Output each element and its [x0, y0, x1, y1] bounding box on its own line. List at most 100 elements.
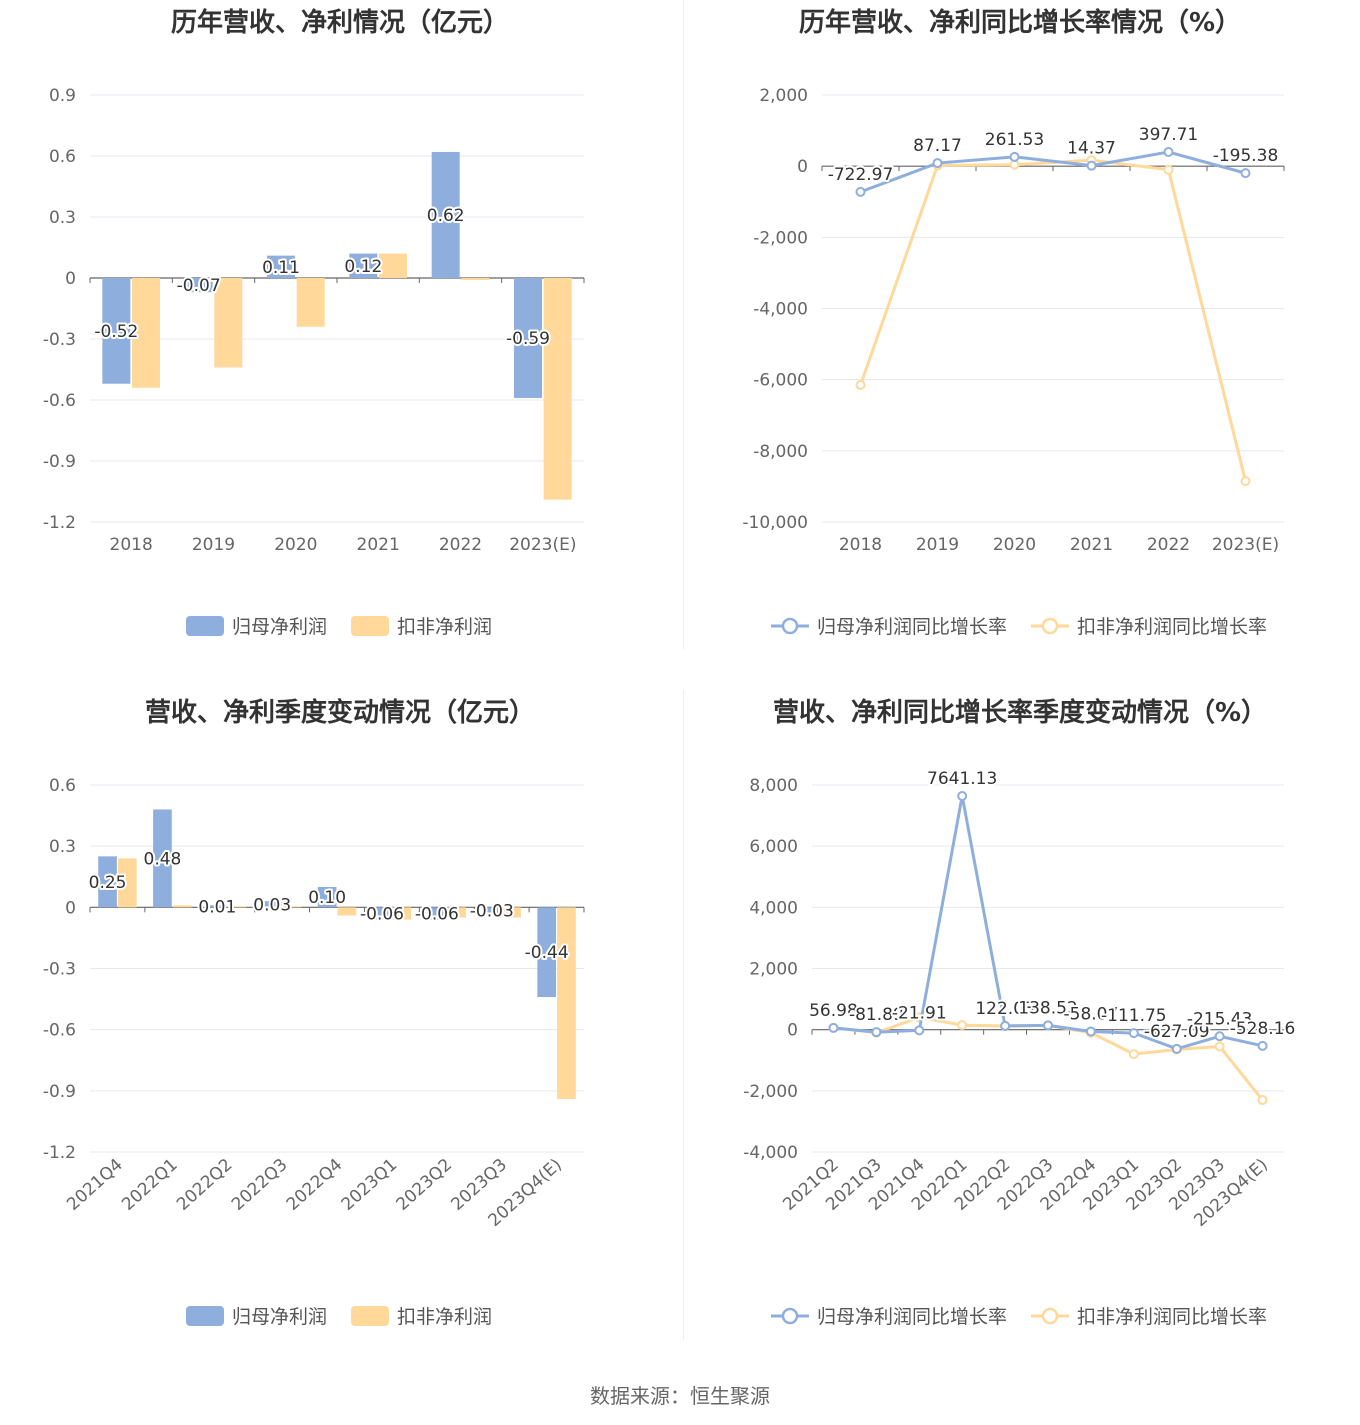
- bar: [296, 278, 325, 327]
- data-point: [1171, 1043, 1182, 1054]
- data-label: 397.71: [1139, 125, 1198, 145]
- data-label: 122.03: [975, 999, 1034, 1019]
- data-point: [1214, 1041, 1225, 1052]
- legend-item: 扣非净利润: [351, 1306, 492, 1328]
- x-tick-label: 2023Q2: [393, 1155, 457, 1215]
- data-label: 0.03: [253, 895, 291, 915]
- bar: [427, 907, 447, 920]
- data-point: [914, 1025, 925, 1036]
- data-label: -0.44: [525, 943, 569, 963]
- legend-label: 扣非净利润: [397, 1306, 492, 1328]
- data-point: [957, 1020, 968, 1031]
- legend-swatch: [351, 616, 389, 636]
- bar: [392, 907, 412, 920]
- data-label: 56.98: [809, 1001, 858, 1021]
- y-tick-label: -0.9: [43, 1082, 76, 1102]
- data-point: [855, 380, 866, 391]
- data-point: [1009, 151, 1020, 162]
- data-label: -0.06: [360, 904, 404, 924]
- bar: [102, 278, 131, 384]
- data-label: 0.10: [308, 888, 346, 908]
- legend-marker: [1041, 1307, 1059, 1325]
- legend-marker: [781, 617, 799, 635]
- data-label: -21.91: [892, 1003, 947, 1023]
- chart-title: 历年营收、净利情况（亿元）: [170, 8, 509, 38]
- x-tick-label: 2022Q2: [173, 1155, 237, 1215]
- legend-item: 归母净利润: [186, 616, 327, 638]
- data-point: [1009, 159, 1020, 170]
- y-tick-label: -0.6: [43, 1021, 76, 1041]
- data-point: [1128, 1049, 1139, 1060]
- x-tick-label: 2023(E): [1212, 535, 1279, 555]
- legend-marker: [1041, 617, 1059, 635]
- data-label: -0.06: [415, 904, 459, 924]
- legend-item: 扣非净利润: [351, 616, 492, 638]
- y-tick-label: -0.3: [43, 330, 76, 350]
- bar: [117, 858, 137, 908]
- data-label: -722.97: [828, 165, 894, 185]
- x-tick-label: 2022: [1147, 535, 1190, 555]
- bar: [372, 907, 392, 920]
- bar: [482, 907, 502, 914]
- y-tick-label: 0.6: [49, 776, 76, 796]
- data-label: -0.59: [506, 329, 550, 349]
- bar: [184, 278, 213, 293]
- data-point: [1240, 476, 1251, 487]
- panel-quarterly-profit: 营收、净利季度变动情况（亿元） 0.6 0.3 0 -0.3 -0.6 -0.9 -1.2 2…: [0, 690, 680, 1380]
- y-tick-label: -4,000: [753, 300, 808, 320]
- data-point: [871, 1027, 882, 1038]
- data-label: 0.48: [144, 849, 182, 869]
- bar: [378, 253, 407, 278]
- bar: [317, 886, 337, 908]
- chart-title: 营收、净利同比增长率季度变动情况（%）: [772, 698, 1268, 728]
- y-tick-label: 0.6: [49, 147, 76, 167]
- y-tick-label: -1.2: [43, 513, 76, 533]
- data-label: 7641.13: [927, 769, 997, 789]
- data-source: 数据来源：恒生聚源: [590, 1384, 770, 1408]
- data-point: [1257, 1095, 1268, 1106]
- y-tick-label: 4,000: [749, 898, 798, 918]
- panel-annual-profit: 历年营收、净利情况（亿元） 0.9 0.6 0.3 0 -0.3 -0.6 -0.9 -1.2…: [0, 0, 680, 690]
- legend-item: 扣非净利润同比增长率: [1031, 616, 1267, 638]
- bar: [267, 255, 296, 278]
- data-label: -0.07: [177, 276, 221, 296]
- y-tick-label: -4,000: [743, 1143, 798, 1163]
- data-point: [1257, 1040, 1268, 1051]
- panel-quarterly-growth: 营收、净利同比增长率季度变动情况（%） 8,000 6,000 4,000 2,000…: [680, 690, 1360, 1380]
- y-tick-label: 6,000: [749, 837, 798, 857]
- legend-label: 扣非净利润同比增长率: [1077, 616, 1267, 638]
- data-label: -0.03: [470, 901, 514, 921]
- data-point: [1085, 1026, 1096, 1037]
- data-label: -0.52: [94, 322, 138, 342]
- legend-item: 归母净利润同比增长率: [771, 616, 1007, 638]
- legend-label: 归母净利润同比增长率: [817, 1306, 1007, 1328]
- data-label: -627.09: [1144, 1022, 1210, 1042]
- x-tick-label: 2022: [439, 535, 482, 555]
- y-tick-label: -0.3: [43, 960, 76, 980]
- data-label: 0.12: [344, 257, 382, 277]
- y-tick-label: 2,000: [749, 960, 798, 980]
- y-tick-label: -10,000: [742, 513, 808, 533]
- bar: [349, 253, 378, 278]
- legend-item: 归母净利润同比增长率: [771, 1306, 1007, 1328]
- bar: [337, 907, 357, 916]
- bar: [447, 907, 466, 918]
- data-label: -81.89: [849, 1005, 904, 1025]
- data-point: [932, 158, 943, 169]
- legend-swatch: [351, 1306, 389, 1326]
- bar: [431, 151, 460, 278]
- data-label: -111.75: [1101, 1006, 1167, 1026]
- y-tick-label: 0: [797, 157, 808, 177]
- bar: [514, 278, 543, 398]
- bar: [208, 905, 227, 908]
- data-point: [1000, 1020, 1011, 1031]
- bar: [557, 907, 576, 1099]
- chart-annual-profit: 0.9 0.6 0.3 0 -0.3 -0.6 -0.9 -1.2 2018 2019 2020 20…: [43, 86, 585, 638]
- bar: [282, 906, 302, 908]
- data-label: 0.62: [427, 206, 465, 226]
- y-tick-label: 0: [787, 1021, 798, 1041]
- x-tick-label: 2023(E): [509, 535, 576, 555]
- vertical-divider: [683, 690, 684, 1340]
- data-point: [855, 186, 866, 197]
- data-point: [1086, 160, 1097, 171]
